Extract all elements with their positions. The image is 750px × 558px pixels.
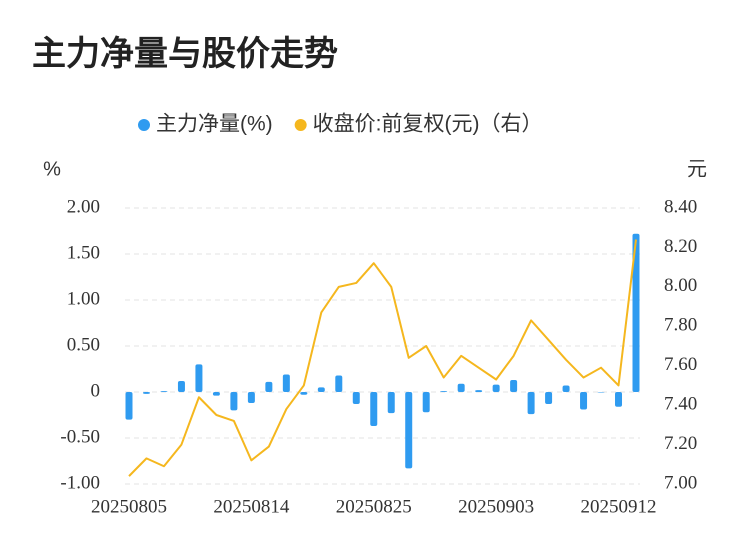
x-tick-label: 20250805 <box>91 496 167 517</box>
bar <box>492 384 500 392</box>
y-tick-label: 2.00 <box>67 196 100 217</box>
y2-tick-label: 7.60 <box>664 354 697 375</box>
price-line <box>128 239 637 477</box>
bar <box>440 391 448 392</box>
y2-tick-label: 7.40 <box>664 394 697 415</box>
y2-tick-label: 7.20 <box>664 433 697 454</box>
bar <box>475 390 483 392</box>
bar <box>527 392 535 415</box>
y2-tick-label: 7.80 <box>664 315 697 336</box>
y2-axis-unit: 元 <box>687 158 707 180</box>
x-tick-label: 20250825 <box>336 496 412 517</box>
bar <box>247 392 255 404</box>
bar <box>370 392 378 427</box>
bar <box>457 383 465 392</box>
bar <box>510 380 518 392</box>
y2-tick-label: 7.00 <box>664 472 697 493</box>
bar <box>160 391 168 392</box>
bar <box>545 392 553 404</box>
bar <box>300 392 308 395</box>
bar <box>282 374 290 392</box>
y2-tick-label: 8.00 <box>664 275 697 296</box>
bar <box>317 387 325 392</box>
y-tick-label: 0 <box>91 380 101 401</box>
bar <box>562 385 570 392</box>
legend-marker <box>138 119 150 131</box>
y-tick-label: 0.50 <box>67 334 100 355</box>
bar <box>125 392 133 420</box>
y2-tick-label: 8.20 <box>664 236 697 257</box>
x-tick-label: 20250903 <box>458 496 534 517</box>
bar <box>352 392 360 404</box>
bar <box>230 392 238 411</box>
bar <box>142 392 150 394</box>
y-tick-label: -1.00 <box>60 472 100 493</box>
bar <box>335 375 343 392</box>
bar <box>597 392 605 393</box>
bar <box>632 233 640 392</box>
bar <box>265 381 273 392</box>
legend-label: 主力净量(%) <box>156 113 273 136</box>
y-axis-unit: % <box>43 158 61 180</box>
legend: 主力净量(%) 收盘价:前复权(元)（右） <box>138 113 543 136</box>
bar <box>387 392 395 414</box>
bar <box>615 392 623 407</box>
legend-marker <box>294 119 307 131</box>
y-tick-label: -0.50 <box>60 426 100 447</box>
bar <box>580 392 588 410</box>
bar <box>177 380 185 392</box>
y-tick-label: 1.00 <box>67 288 100 309</box>
bar <box>195 364 203 392</box>
chart-title: 主力净量与股价走势 <box>32 35 338 73</box>
bar <box>212 392 220 396</box>
x-tick-label: 20250814 <box>213 496 290 517</box>
bar <box>405 392 413 469</box>
y2-tick-label: 8.40 <box>664 196 697 217</box>
x-tick-label: 20250912 <box>581 496 657 517</box>
bar <box>422 392 430 413</box>
legend-label: 收盘价:前复权(元)（右） <box>313 113 543 136</box>
y-tick-label: 1.50 <box>67 242 100 263</box>
